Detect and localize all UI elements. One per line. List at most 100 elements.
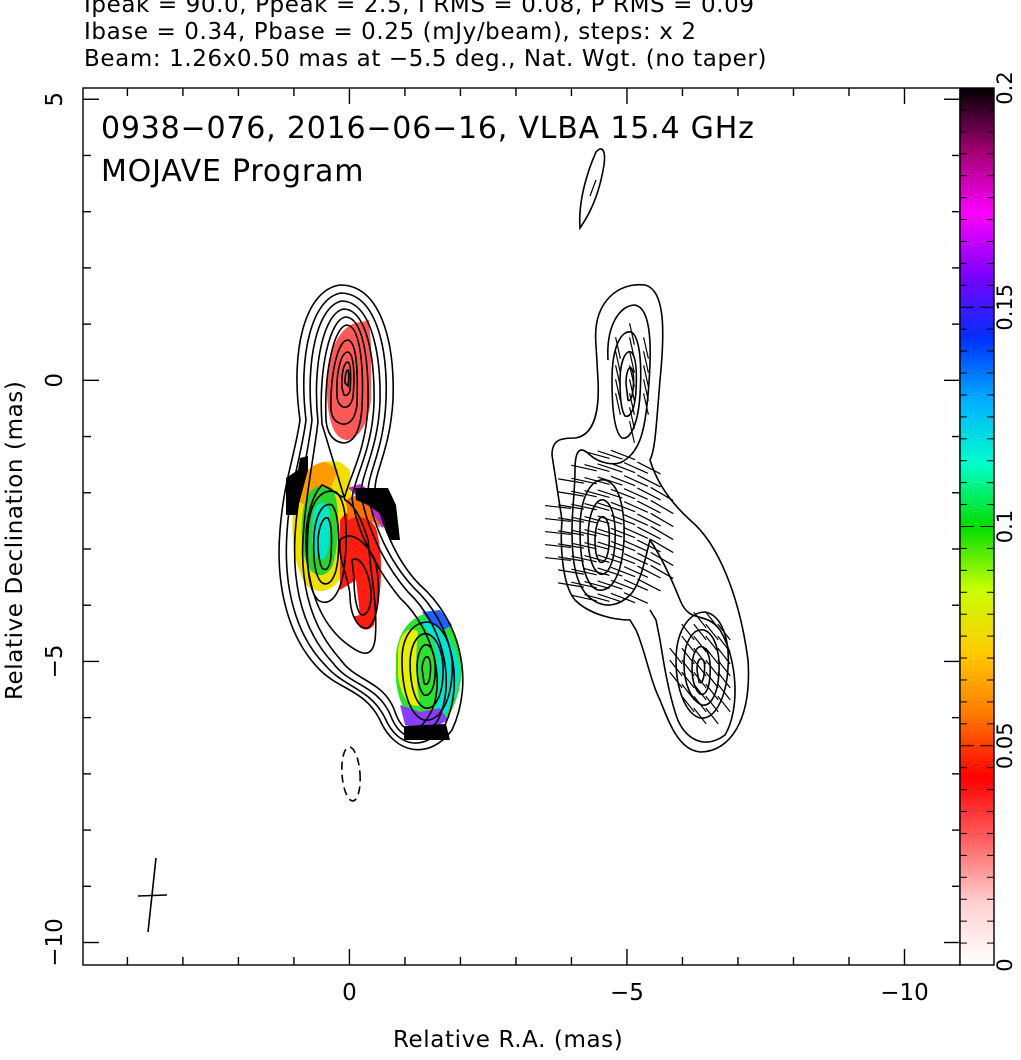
right-core-contour-3	[625, 366, 635, 402]
contour-level-7	[330, 339, 359, 425]
evpa-vector	[558, 582, 584, 588]
evpa-vector	[623, 566, 649, 578]
evpa-vector	[610, 579, 636, 591]
evpa-vector	[643, 337, 649, 359]
evpa-vector	[717, 635, 731, 653]
evpa-vector	[693, 671, 707, 689]
header-beam-line: Beam: 1.26x0.50 mas at −5.5 deg., Nat. W…	[84, 46, 768, 72]
evpa-vector	[693, 635, 707, 653]
evpa-vector	[584, 515, 610, 525]
evpa-vector	[629, 351, 635, 373]
axis-ticks	[83, 88, 960, 965]
evpa-vector	[584, 476, 610, 486]
evpa-vector	[545, 517, 571, 523]
evpa-vector	[558, 569, 584, 575]
evpa-vector	[669, 647, 683, 665]
evpa-vector	[629, 393, 635, 415]
evpa-vector	[693, 695, 707, 713]
colorbar-ticks	[960, 87, 994, 966]
evpa-vector	[558, 478, 584, 484]
evpa-vector	[623, 462, 649, 474]
evpa-vector	[705, 707, 719, 725]
colorbar-tick-label: 0.15	[993, 284, 1017, 331]
colorbar-tick-label: 0.2	[993, 71, 1017, 104]
evpa-vector	[623, 553, 649, 565]
evpa-vector	[623, 579, 649, 591]
evpa-vector	[637, 578, 661, 592]
x-tick-label: −10	[880, 980, 929, 1006]
evpa-vector	[717, 683, 731, 701]
right-core-contour-2	[619, 351, 638, 418]
evpa-vector	[610, 488, 636, 500]
evpa-vector	[650, 551, 674, 567]
evpa-vector	[681, 623, 695, 641]
colorbar-tick-label: 0	[993, 958, 1017, 971]
evpa-vector	[615, 337, 621, 359]
evpa-vector	[597, 580, 623, 590]
x-tick-label: −5	[610, 980, 644, 1006]
colorbar-tick-labels: 0 0.05 0.1 0.15 0.2	[993, 71, 1017, 971]
evpa-vector	[545, 556, 571, 562]
evpa-vector	[629, 365, 635, 387]
evpa-vector	[589, 179, 597, 197]
evpa-vector	[571, 464, 597, 472]
evpa-vector	[610, 566, 636, 578]
evpa-vector	[637, 565, 661, 579]
evpa-vector	[629, 323, 635, 345]
evpa-vector	[623, 501, 649, 513]
evpa-vector	[717, 647, 731, 665]
contour-outer-1	[401, 621, 454, 721]
evpa-vector	[637, 526, 661, 540]
header-base-line: Ibase = 0.34, Pbase = 0.25 (mJy/beam), s…	[84, 19, 697, 45]
evpa-vector	[717, 623, 731, 641]
plot-frame	[82, 87, 961, 966]
evpa-vector	[610, 501, 636, 513]
contour-core-1	[336, 351, 355, 409]
evpa-vector	[610, 540, 636, 552]
contour-outer-4	[421, 656, 432, 686]
evpa-vector	[643, 379, 649, 401]
evpa-vector	[650, 525, 674, 541]
evpa-vector	[693, 707, 707, 725]
y-tick-label: −10	[42, 918, 68, 967]
evpa-vector	[584, 502, 610, 512]
evpa-vector	[584, 541, 610, 551]
evpa-vector	[669, 671, 683, 689]
right-outer-contour-2	[683, 629, 720, 706]
evpa-vector	[705, 635, 719, 653]
y-axis-label: Relative Declination (mas)	[2, 380, 28, 700]
right-knot-contour-3	[594, 515, 611, 564]
contour-knot-3	[317, 516, 333, 571]
contour-level-1	[278, 284, 464, 751]
y-tick-label: 0	[42, 373, 68, 388]
evpa-vector	[629, 337, 635, 359]
evpa-vector	[623, 475, 649, 487]
evpa-vector	[681, 647, 695, 665]
evpa-vector	[597, 541, 623, 551]
evpa-vector	[584, 463, 610, 473]
evpa-vector	[643, 393, 649, 415]
header-peak-line: Ipeak = 90.0, Ppeak = 2.5, I RMS = 0.08,…	[84, 0, 755, 18]
evpa-vector	[571, 542, 597, 550]
evpa-vector	[717, 695, 731, 713]
evpa-vector	[610, 462, 636, 474]
evpa-vector	[637, 487, 661, 501]
chart-subtitle: MOJAVE Program	[101, 154, 365, 189]
evpa-vector	[650, 499, 674, 515]
x-axis-label: Relative R.A. (mas)	[393, 1027, 624, 1053]
evpa-vector	[669, 659, 683, 677]
evpa-vector	[629, 379, 635, 401]
evpa-vector	[705, 647, 719, 665]
evpa-vector	[584, 450, 610, 460]
contour-knot-2	[312, 503, 340, 585]
evpa-vector	[705, 659, 719, 677]
evpa-vector	[637, 461, 661, 475]
evpa-vector	[610, 475, 636, 487]
evpa-vector	[705, 611, 719, 629]
evpa-vector	[610, 449, 636, 461]
evpa-vector	[623, 488, 649, 500]
evpa-vector	[584, 593, 610, 603]
northern-feature-contour	[578, 148, 606, 231]
evpa-vector	[650, 512, 674, 528]
evpa-vector	[637, 500, 661, 514]
